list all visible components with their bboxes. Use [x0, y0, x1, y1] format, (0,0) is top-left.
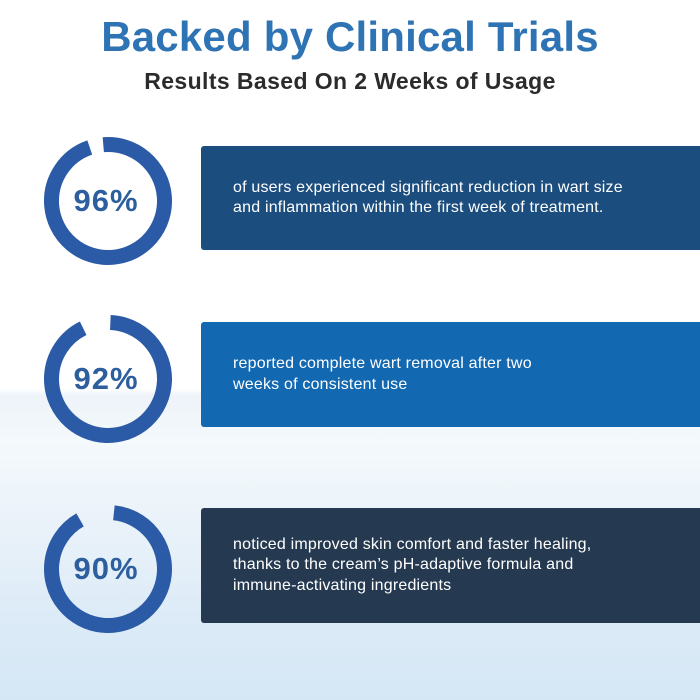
donut-gauge-90: 90%: [43, 504, 173, 634]
page-subtitle: Results Based On 2 Weeks of Usage: [144, 68, 556, 94]
donut-ring-icon: [44, 137, 172, 265]
donut-gauge-92: 92%: [43, 314, 173, 444]
stat-box-96: of users experienced significant reducti…: [201, 146, 700, 250]
percent-value: 92%: [73, 361, 139, 396]
page-title: Backed by Clinical Trials: [101, 13, 599, 60]
donut-gauge-96: 96%: [43, 136, 173, 266]
stat-description: reported complete wart removal after two…: [233, 355, 532, 393]
donut-ring-icon: [44, 315, 172, 443]
stat-description: of users experienced significant reducti…: [233, 178, 623, 217]
percent-value: 90%: [73, 551, 139, 586]
donut-ring-icon: [44, 505, 172, 633]
percent-value: 96%: [73, 183, 139, 218]
stat-box-90: noticed improved skin comfort and faster…: [201, 508, 700, 623]
stat-box-92: reported complete wart removal after two…: [201, 322, 700, 427]
stat-description: noticed improved skin comfort and faster…: [233, 535, 592, 594]
